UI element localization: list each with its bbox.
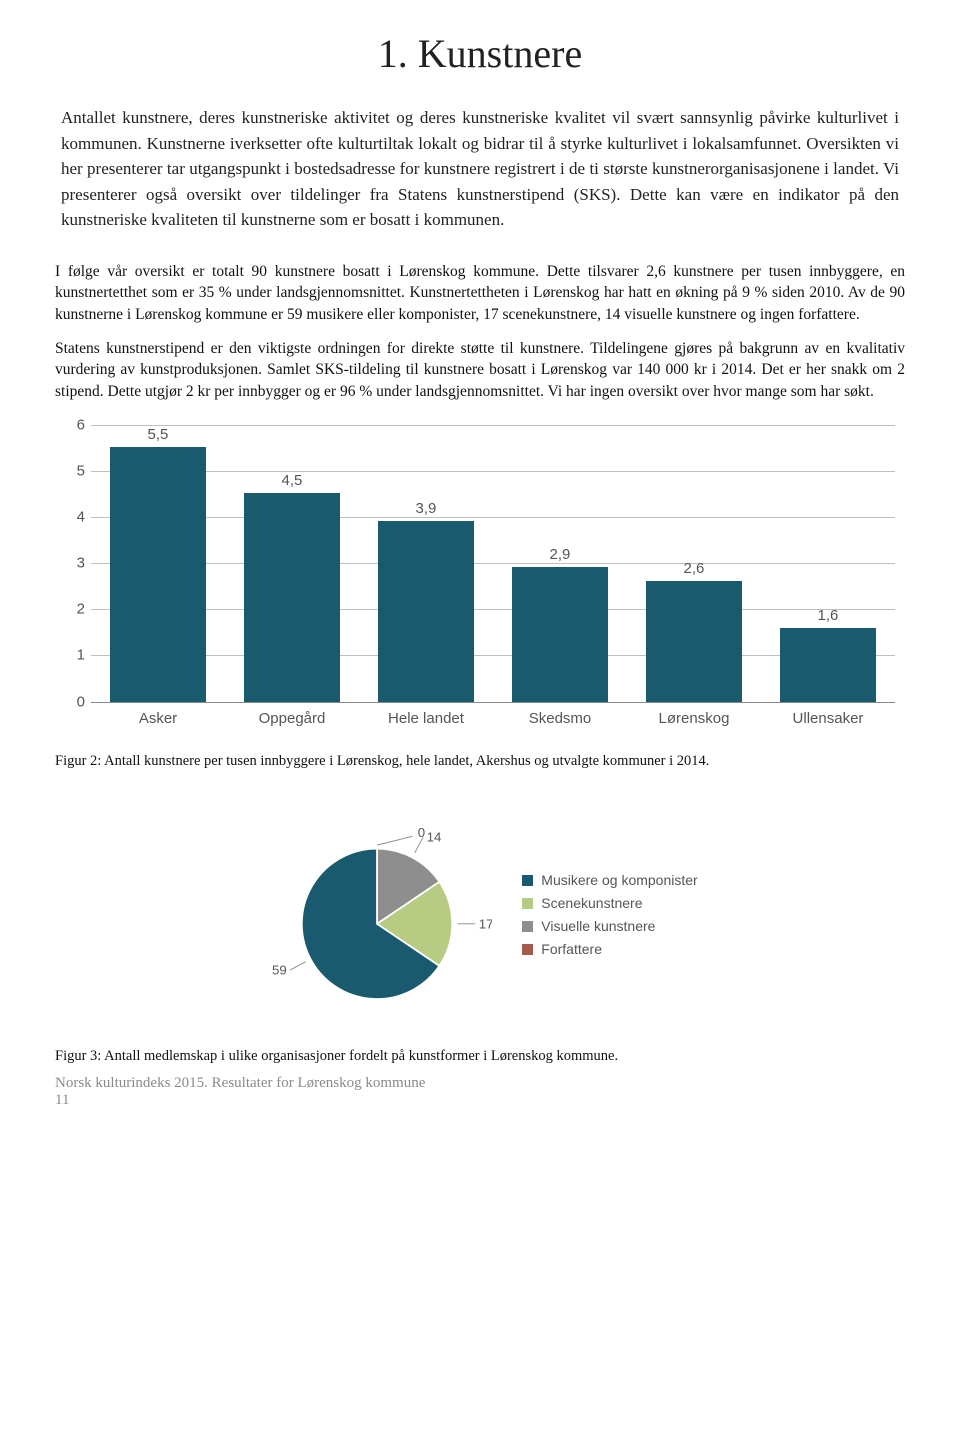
bar-y-label: 3 bbox=[63, 555, 85, 572]
page-number: 11 bbox=[55, 1092, 905, 1109]
bar-group: 2,6Lørenskog bbox=[646, 560, 742, 701]
bar-gridline bbox=[91, 563, 895, 564]
footer-text: Norsk kulturindeks 2015. Resultater for … bbox=[55, 1075, 905, 1092]
legend-swatch bbox=[522, 875, 533, 886]
bar-rect bbox=[110, 447, 206, 702]
pie-leader bbox=[377, 836, 412, 845]
bar-gridline bbox=[91, 517, 895, 518]
legend-swatch bbox=[522, 921, 533, 932]
bar-y-label: 0 bbox=[63, 693, 85, 710]
bar-gridline bbox=[91, 471, 895, 472]
bar-y-label: 2 bbox=[63, 601, 85, 618]
bar-value-label: 5,5 bbox=[148, 426, 169, 443]
bar-y-label: 4 bbox=[63, 508, 85, 525]
legend-row: Visuelle kunstnere bbox=[522, 918, 697, 934]
bar-gridline bbox=[91, 655, 895, 656]
pie-value-label: 17 bbox=[479, 916, 492, 931]
pie-chart: 14 17 59 0 Musikere og komponister Scenekuns… bbox=[55, 800, 905, 1030]
bar-x-label: Asker bbox=[139, 702, 177, 727]
bar-rect bbox=[244, 493, 340, 702]
bar-gridline bbox=[91, 702, 895, 703]
body-paragraph-1: I følge vår oversikt er totalt 90 kunstn… bbox=[55, 261, 905, 326]
pie-legend: Musikere og komponister Scenekunstnere Vis… bbox=[522, 865, 697, 964]
bar-value-label: 3,9 bbox=[416, 500, 437, 517]
bar-gridline bbox=[91, 609, 895, 610]
bar-rect bbox=[512, 567, 608, 701]
page-title: 1. Kunstnere bbox=[55, 30, 905, 77]
bar-group: 5,5Asker bbox=[110, 426, 206, 702]
bar-group: 1,6Ullensaker bbox=[780, 607, 876, 702]
bar-y-label: 6 bbox=[63, 416, 85, 433]
legend-swatch bbox=[522, 898, 533, 909]
legend-row: Musikere og komponister bbox=[522, 872, 697, 888]
legend-label: Scenekunstnere bbox=[541, 895, 642, 911]
bar-value-label: 2,9 bbox=[550, 546, 571, 563]
bar-x-label: Hele landet bbox=[388, 702, 464, 727]
bar-value-label: 1,6 bbox=[818, 607, 839, 624]
legend-swatch bbox=[522, 944, 533, 955]
bar-rect bbox=[780, 628, 876, 702]
bar-x-label: Ullensaker bbox=[793, 702, 864, 727]
legend-label: Forfattere bbox=[541, 941, 602, 957]
bar-gridline bbox=[91, 425, 895, 426]
bar-y-label: 1 bbox=[63, 647, 85, 664]
figure-3-caption: Figur 3: Antall medlemskap i ulike organ… bbox=[55, 1048, 905, 1065]
body-paragraph-2: Statens kunstnerstipend er den viktigste… bbox=[55, 338, 905, 403]
bar-group: 3,9Hele landet bbox=[378, 500, 474, 702]
bar-group: 4,5Oppegård bbox=[244, 472, 340, 702]
legend-label: Musikere og komponister bbox=[541, 872, 697, 888]
bar-chart: 01234565,5Asker4,5Oppegård3,9Hele landet… bbox=[55, 425, 905, 735]
pie-leader bbox=[291, 961, 307, 969]
figure-2-caption: Figur 2: Antall kunstnere per tusen innb… bbox=[55, 753, 905, 770]
bar-value-label: 4,5 bbox=[282, 472, 303, 489]
legend-row: Scenekunstnere bbox=[522, 895, 697, 911]
bar-group: 2,9Skedsmo bbox=[512, 546, 608, 701]
pie-value-label: 14 bbox=[427, 829, 442, 844]
pie-value-label: 0 bbox=[418, 825, 425, 840]
bar-x-label: Lørenskog bbox=[659, 702, 730, 727]
bar-value-label: 2,6 bbox=[684, 560, 705, 577]
bar-y-label: 5 bbox=[63, 462, 85, 479]
pie-value-label: 59 bbox=[272, 962, 287, 977]
legend-label: Visuelle kunstnere bbox=[541, 918, 655, 934]
pie-svg: 14 17 59 0 bbox=[262, 800, 492, 1030]
bar-x-label: Skedsmo bbox=[529, 702, 592, 727]
bar-rect bbox=[378, 521, 474, 702]
intro-paragraph: Antallet kunstnere, deres kunstneriske a… bbox=[61, 105, 899, 233]
bar-rect bbox=[646, 581, 742, 701]
bar-x-label: Oppegård bbox=[259, 702, 326, 727]
legend-row: Forfattere bbox=[522, 941, 697, 957]
